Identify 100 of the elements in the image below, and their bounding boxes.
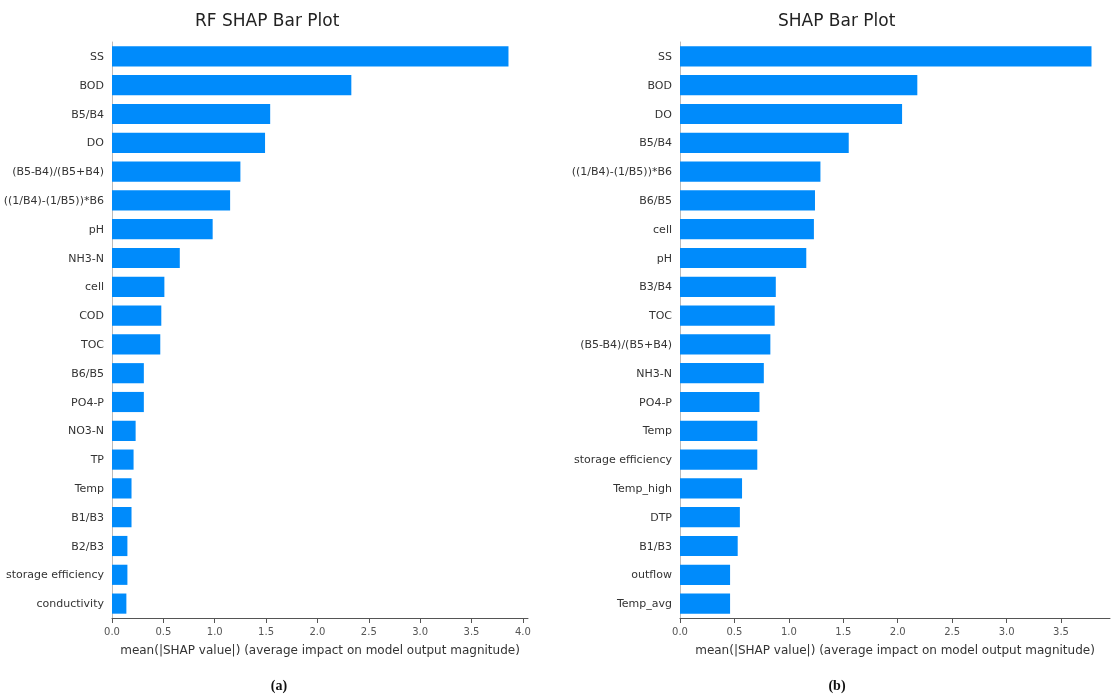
bar <box>112 449 134 470</box>
y-tick-label: B6/B5 <box>639 193 672 207</box>
y-tick-label: ((1/B4)-(1/B5))*B6 <box>3 193 104 207</box>
bar <box>680 535 738 557</box>
y-tick-label: Temp <box>73 481 104 495</box>
x-axis-title: mean(|SHAP value|) (average impact on model output magnitude) <box>695 643 1095 657</box>
x-tick-label: 3.0 <box>412 625 429 637</box>
y-tick-label: pH <box>88 222 104 236</box>
bar <box>680 247 807 269</box>
y-tick-label: cell <box>653 222 672 236</box>
bar <box>680 276 776 297</box>
bar <box>112 219 213 240</box>
y-tick-label: (B5-B4)/(B5+B4) <box>580 337 672 351</box>
bar <box>112 535 128 557</box>
y-tick-label: TOC <box>79 337 105 351</box>
bar <box>112 75 352 96</box>
bar <box>112 478 132 499</box>
x-tick-label: 0.5 <box>155 625 172 637</box>
y-tick-label: B3/B4 <box>639 280 672 294</box>
x-tick-label: 1.5 <box>258 625 275 637</box>
bar <box>112 507 132 528</box>
bar <box>680 305 775 326</box>
y-tick-label: storage efficiency <box>5 568 105 582</box>
bar <box>112 593 127 614</box>
y-tick-label: pH <box>656 251 672 265</box>
y-tick-label: DTP <box>650 510 673 524</box>
bar <box>112 276 165 297</box>
y-tick-label: B1/B3 <box>71 510 104 524</box>
bar <box>112 420 136 441</box>
y-tick-label: B5/B4 <box>639 136 672 150</box>
x-tick-label: 3.5 <box>463 625 480 637</box>
x-tick-label: 1.0 <box>780 625 797 637</box>
y-tick-label: SS <box>90 49 105 63</box>
y-tick-label: Temp_high <box>612 481 673 495</box>
chart-title: SHAP Bar Plot <box>778 9 896 30</box>
y-tick-label: B2/B3 <box>71 539 104 553</box>
x-axis-title: mean(|SHAP value|) (average impact on model output magnitude) <box>120 643 520 657</box>
x-tick-label: 3.5 <box>1053 625 1069 637</box>
x-tick-label: 1.5 <box>835 625 852 637</box>
chart-title: RF SHAP Bar Plot <box>195 9 340 30</box>
bar <box>680 75 918 96</box>
bar <box>112 305 162 326</box>
text: (b) <box>828 677 846 694</box>
bar <box>680 363 764 384</box>
x-tick-label: 4.0 <box>514 625 531 637</box>
y-tick-label: DO <box>654 107 673 121</box>
y-tick-label: DO <box>86 136 105 150</box>
y-tick-label: BOD <box>647 78 672 92</box>
x-tick-label: 2.0 <box>309 625 326 637</box>
bar <box>680 391 760 413</box>
x-tick-label: 2.5 <box>360 625 377 637</box>
y-tick-label: outflow <box>631 568 672 582</box>
y-tick-label: conductivity <box>36 597 105 611</box>
bar <box>112 334 161 355</box>
bar <box>680 161 821 182</box>
y-tick-label: TP <box>89 453 105 467</box>
y-tick-label: Temp_avg <box>615 597 672 611</box>
y-tick-label: ((1/B4)-(1/B5))*B6 <box>571 165 672 179</box>
bar <box>112 391 144 413</box>
x-tick-label: 3.0 <box>998 625 1015 637</box>
bar <box>112 564 128 585</box>
text: (a) <box>270 677 288 694</box>
bar <box>112 190 231 211</box>
bar <box>680 46 1092 67</box>
y-tick-label: SS <box>658 49 673 63</box>
y-tick-label: Temp <box>641 424 672 438</box>
bar <box>112 132 266 153</box>
y-tick-label: NH3-N <box>636 366 672 380</box>
x-tick-label: 1.0 <box>206 625 223 637</box>
y-tick-label: TOC <box>647 309 673 323</box>
bar <box>112 103 271 125</box>
bar <box>680 219 814 240</box>
bar <box>680 507 740 528</box>
y-tick-label: B5/B4 <box>71 107 104 121</box>
y-tick-label: BOD <box>79 78 104 92</box>
y-tick-label: storage efficiency <box>573 453 673 467</box>
y-tick-label: cell <box>85 280 104 294</box>
y-tick-label: PO4-P <box>71 395 105 409</box>
x-tick-label: 0.5 <box>726 625 743 637</box>
x-tick-label: 0.0 <box>104 625 120 637</box>
y-tick-label: PO4-P <box>639 395 673 409</box>
bar <box>680 564 731 585</box>
bar <box>112 46 509 67</box>
bar <box>680 132 849 153</box>
bar <box>680 103 903 125</box>
y-tick-label: COD <box>79 309 104 323</box>
x-tick-label: 2.0 <box>889 625 906 637</box>
y-tick-label: NH3-N <box>68 251 104 265</box>
y-tick-label: (B5-B4)/(B5+B4) <box>12 165 104 179</box>
x-tick-label: 0.0 <box>672 625 688 637</box>
bar <box>112 363 144 384</box>
y-tick-label: B6/B5 <box>71 366 104 380</box>
bar <box>112 247 180 269</box>
bar <box>680 593 731 614</box>
bar <box>680 420 758 441</box>
y-tick-label: B1/B3 <box>639 539 672 553</box>
x-tick-label: 2.5 <box>944 625 961 637</box>
bar <box>680 449 758 470</box>
bar <box>112 161 241 182</box>
bar <box>680 478 743 499</box>
